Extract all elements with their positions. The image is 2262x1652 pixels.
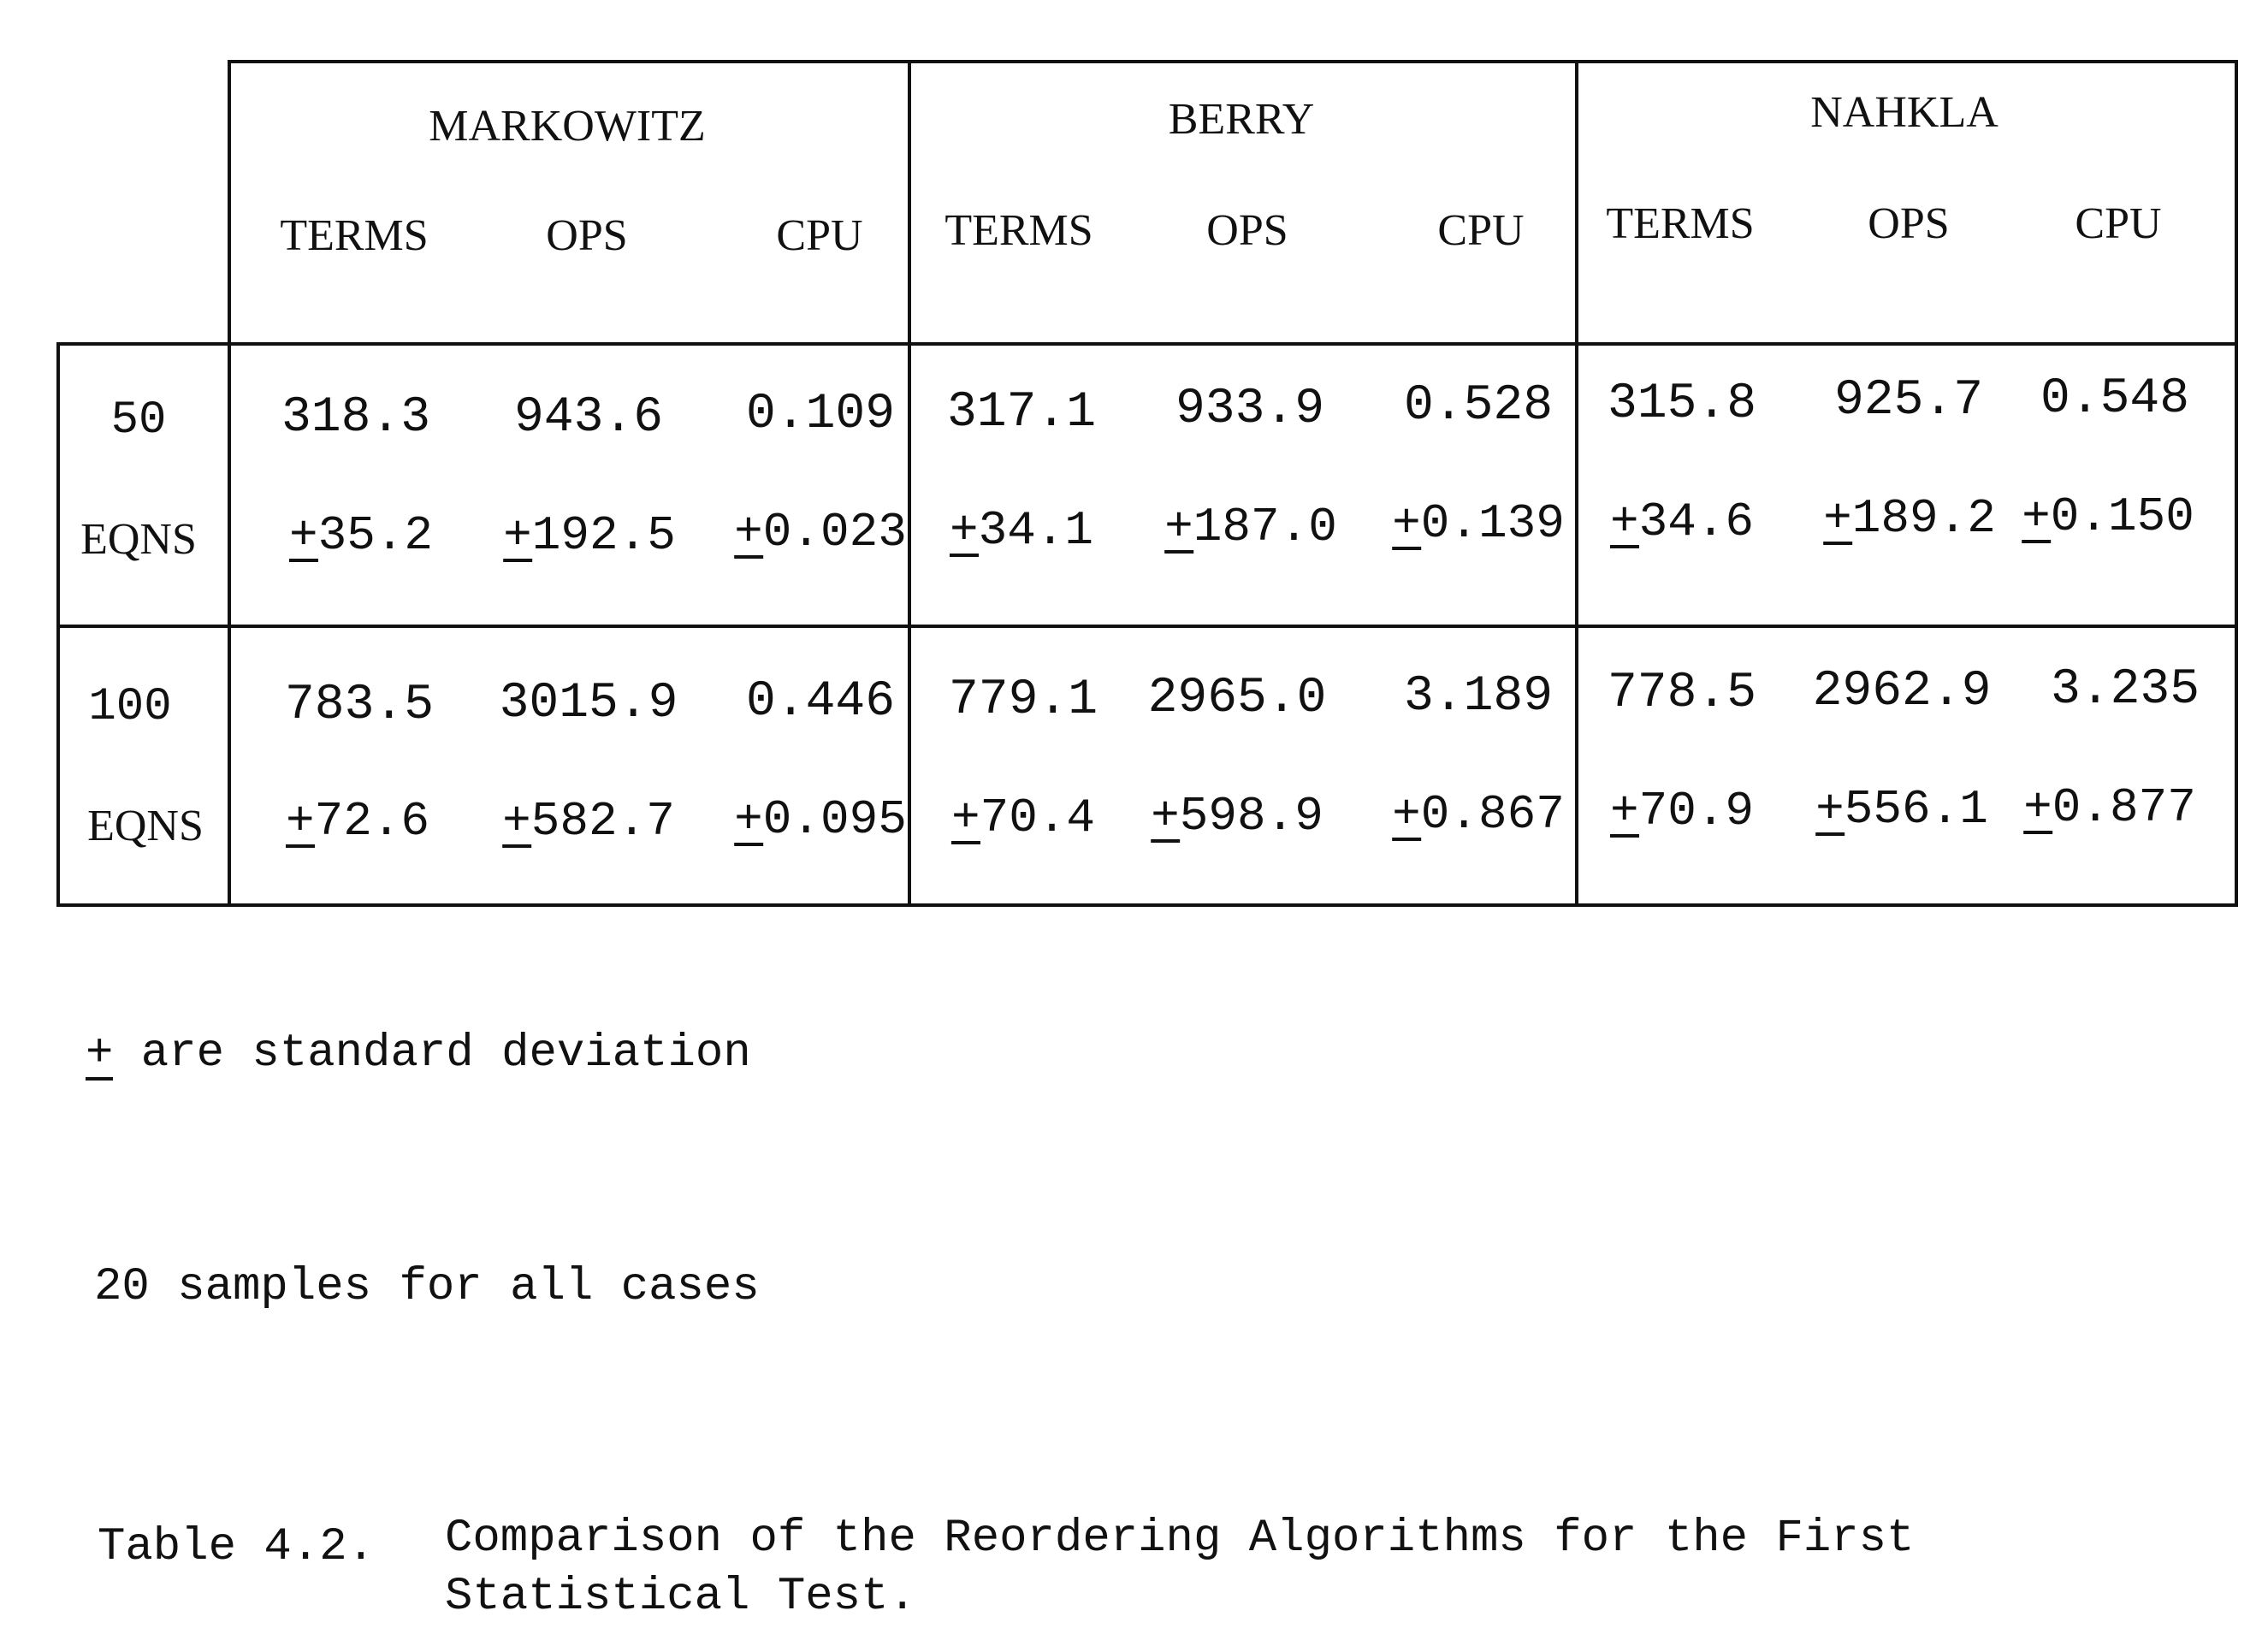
subheader-cpu: CPU (2075, 199, 2162, 248)
table-cell-mean: 3.189 (1403, 669, 1554, 725)
plus-minus-symbol: + (1609, 494, 1639, 549)
standard-deviation-note: + are standard deviation (86, 1031, 751, 1081)
table-bottom-border (56, 903, 2238, 907)
table-cell-sd: +34.6 (1609, 494, 1755, 549)
table-cell-sd: +187.0 (1164, 500, 1337, 554)
table-cell-sd: +189.2 (1823, 491, 1996, 546)
table-cell-mean: 2962.9 (1812, 664, 1992, 719)
table-cell-sd: +598.9 (1151, 789, 1323, 844)
header-bottom-border (56, 342, 2238, 346)
subheader-cpu: CPU (1437, 206, 1525, 255)
table-cell-sd: +35.2 (288, 508, 434, 563)
table-cell-mean: 0.109 (745, 387, 896, 442)
table-cell-sd: +556.1 (1815, 782, 1988, 837)
plus-minus-symbol: + (1151, 789, 1180, 844)
row-size-label: 50 (110, 394, 167, 447)
plus-minus-symbol: + (1164, 500, 1193, 554)
stub-right-border (228, 60, 231, 907)
comparison-table: MARKOWITZ BERRY NAHKLA TERMS OPS CPU TER… (56, 60, 2238, 907)
plus-minus-symbol: + (285, 794, 315, 849)
table-cell-mean: 778.5 (1607, 666, 1757, 721)
table-right-border (2235, 60, 2238, 907)
group-header-markowitz: MARKOWITZ (429, 102, 706, 151)
plus-minus-symbol: + (502, 794, 531, 849)
plus-minus-symbol: + (2022, 489, 2051, 544)
row-size-label: 100 (88, 681, 172, 733)
table-cell-sd: +0.877 (2023, 780, 2196, 835)
table-cell-sd: +582.7 (502, 794, 675, 849)
plus-minus-symbol: + (1392, 496, 1421, 551)
plus-minus-symbol: + (734, 792, 763, 847)
row-divider (56, 625, 2238, 628)
table-cell-sd: +34.1 (949, 503, 1094, 558)
row-unit-label: EQNS (87, 802, 204, 850)
plus-minus-symbol: + (1392, 787, 1421, 842)
table-cell-mean: 2965.0 (1147, 671, 1327, 726)
table-cell-sd: +0.095 (734, 792, 907, 847)
table-top-border (228, 60, 2238, 63)
table-cell-mean: 779.1 (948, 672, 1098, 728)
table-cell-sd: +72.6 (285, 794, 430, 849)
group-header-berry: BERRY (1168, 95, 1315, 144)
table-cell-sd: +70.4 (950, 790, 1096, 845)
plus-minus-symbol: + (950, 790, 980, 845)
plus-minus-symbol: + (949, 503, 979, 558)
subheader-terms: TERMS (1606, 199, 1755, 248)
table-cell-sd: +0.139 (1392, 496, 1565, 551)
plus-minus-symbol: + (86, 1027, 114, 1081)
subheader-ops: OPS (1206, 206, 1288, 255)
table-cell-sd: +0.150 (2022, 489, 2194, 544)
table-cell-mean: 0.446 (745, 674, 896, 730)
table-cell-mean: 783.5 (284, 678, 435, 733)
table-cell-mean: 315.8 (1607, 376, 1757, 432)
plus-minus-symbol: + (2023, 780, 2052, 835)
standard-deviation-note-text: are standard deviation (113, 1027, 751, 1080)
table-cell-mean: 0.548 (2040, 371, 2190, 427)
table-cell-mean: 317.1 (946, 385, 1097, 441)
subheader-terms: TERMS (944, 206, 1093, 255)
table-cell-mean: 925.7 (1833, 373, 1984, 429)
subheader-terms: TERMS (280, 211, 429, 260)
samples-note: 20 samples for all cases (94, 1261, 760, 1313)
group-divider-2 (1575, 60, 1578, 907)
table-caption-label: Table 4.2. (98, 1521, 376, 1573)
table-cell-sd: +0.023 (734, 505, 907, 560)
table-cell-mean: 318.3 (281, 390, 431, 446)
plus-minus-symbol: + (1815, 782, 1845, 837)
row-unit-label: EQNS (80, 515, 197, 564)
subheader-cpu: CPU (776, 211, 863, 260)
group-header-nahkla: NAHKLA (1810, 88, 1998, 137)
table-cell-mean: 943.6 (513, 390, 664, 446)
plus-minus-symbol: + (1609, 784, 1639, 838)
plus-minus-symbol: + (503, 508, 532, 563)
table-cell-sd: +192.5 (503, 508, 676, 563)
table-cell-sd: +0.867 (1392, 787, 1565, 842)
subheader-ops: OPS (546, 211, 628, 260)
group-divider-1 (908, 60, 911, 907)
plus-minus-symbol: + (288, 508, 318, 563)
plus-minus-symbol: + (734, 505, 763, 560)
subheader-ops: OPS (1868, 199, 1950, 248)
table-cell-mean: 0.528 (1403, 378, 1554, 434)
table-cell-mean: 933.9 (1175, 382, 1325, 437)
plus-minus-symbol: + (1823, 491, 1852, 546)
table-cell-mean: 3.235 (2050, 662, 2200, 718)
table-caption-text: Comparison of the Reordering Algorithms … (445, 1513, 1915, 1623)
table-cell-sd: +70.9 (1609, 784, 1755, 838)
stub-left-border (56, 342, 60, 907)
table-cell-mean: 3015.9 (499, 676, 678, 731)
